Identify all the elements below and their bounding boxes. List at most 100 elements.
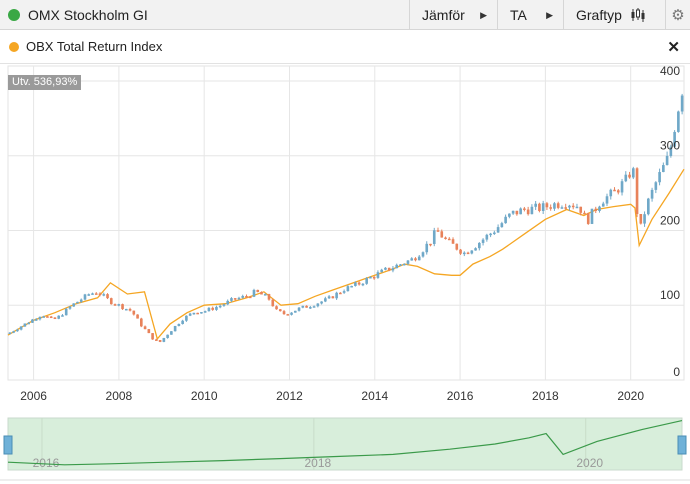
candle-body [162,337,166,342]
candle-body [117,304,121,306]
candle-body [354,282,357,286]
candle-body [98,293,102,296]
candle-body [357,282,361,285]
x-tick-label: 2010 [191,389,218,403]
candle-body [278,309,282,312]
remove-comparison-close-icon[interactable]: ✕ [667,39,680,56]
candle-body [230,298,233,301]
candle-body [94,293,98,295]
candle-body [121,304,124,310]
candle-body [474,248,477,251]
candle-body [113,304,117,306]
candle-body [286,314,290,316]
candle-body [635,168,639,215]
candle-body [575,206,579,209]
candle-body [19,326,23,330]
compare-button[interactable]: Jämför ▶ [409,0,497,30]
instrument-title[interactable]: OMX Stockholm GI [8,0,148,30]
candle-body [658,172,661,183]
candle-body [31,319,34,323]
candle-body [211,307,214,310]
candle-body [526,209,530,215]
candle-body [605,196,609,204]
candle-body [680,95,684,112]
candle-body [361,283,365,286]
y-tick-label: 300 [660,139,680,153]
y-tick-label: 200 [660,213,680,227]
candle-body [248,296,252,299]
candle-body [109,298,113,305]
candle-body [485,234,489,240]
candle-body [8,332,12,335]
candle-body [177,324,181,326]
candle-body [124,308,128,311]
candle-body [598,206,601,211]
compare-arrow-icon: ▶ [480,10,487,20]
candle-body [462,252,466,255]
charttype-button[interactable]: Graftyp [563,0,665,30]
candle-body [297,307,301,311]
candle-body [586,213,590,224]
candle-body [324,298,327,302]
x-tick-label: 2020 [617,389,644,403]
candle-body [643,214,646,224]
ta-label: TA [510,7,527,23]
chart-toolbar: OMX Stockholm GI Jämför ▶ TA ▶ Graftyp ⚙ [0,0,690,30]
candle-body [53,317,57,320]
candle-body [87,294,91,296]
candle-body [38,316,42,320]
candle-body [594,208,598,211]
candle-body [346,286,350,292]
navigator-window[interactable] [7,417,683,471]
x-tick-label: 2018 [532,389,559,403]
candle-body [350,285,353,288]
ta-button[interactable]: TA ▶ [497,0,563,30]
candle-body [365,278,368,284]
candle-body [188,313,192,316]
candle-body [613,189,616,192]
candle-body [545,203,549,208]
plot-area [7,65,685,381]
candle-body [327,296,331,299]
candle-body [500,223,504,228]
x-tick-label: 2014 [361,389,388,403]
gear-icon[interactable]: ⚙ [665,0,690,30]
x-tick-label: 2016 [447,389,474,403]
candle-body [451,239,455,244]
candle-body [226,300,230,305]
candle-body [616,190,620,193]
candle-body [511,210,515,214]
candle-body [196,312,199,315]
candle-body [429,243,432,246]
candle-body [410,258,414,261]
candle-body [305,305,308,308]
ta-arrow-icon: ▶ [546,10,553,20]
candle-body [170,331,173,335]
candle-body [523,208,526,210]
candle-body [282,311,286,315]
candle-body [256,289,260,292]
instrument-title-label: OMX Stockholm GI [28,7,148,23]
navigator-right-handle[interactable] [677,435,687,455]
navigator-tick-label: 2016 [33,456,60,470]
candle-body [203,311,207,313]
candle-body [335,292,338,299]
candle-body [342,291,346,293]
candle-body [530,206,534,215]
candle-body [519,208,522,215]
candle-body [12,331,15,333]
candle-body [553,203,556,209]
candle-body [654,182,658,190]
candle-body [639,214,643,224]
candle-body [23,323,27,327]
candle-body [200,312,203,314]
navigator-tick-label: 2018 [304,456,331,470]
candle-body [414,258,417,261]
candle-body [151,333,154,340]
navigator-tick-label: 2020 [576,456,603,470]
candle-body [440,231,444,238]
navigator-left-handle[interactable] [3,435,13,455]
candle-body [601,203,605,207]
candle-body [267,294,271,300]
